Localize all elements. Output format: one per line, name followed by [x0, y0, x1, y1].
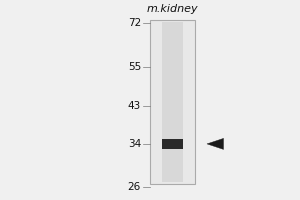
- Text: 26: 26: [128, 182, 141, 192]
- Bar: [162, 139, 183, 149]
- Text: 72: 72: [128, 18, 141, 28]
- Text: 43: 43: [128, 101, 141, 111]
- Text: m.kidney: m.kidney: [147, 4, 198, 14]
- Text: 34: 34: [128, 139, 141, 149]
- Text: 55: 55: [128, 62, 141, 72]
- Bar: [150, 20, 195, 184]
- Bar: [162, 22, 183, 182]
- Polygon shape: [207, 138, 224, 149]
